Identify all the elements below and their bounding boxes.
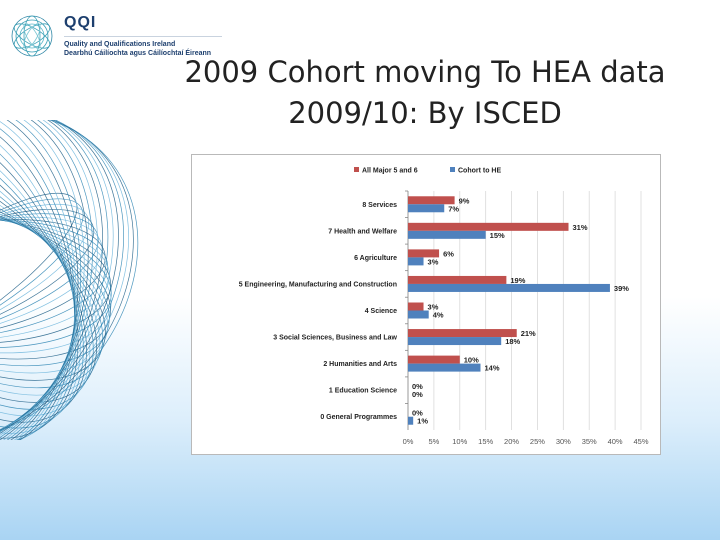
data-label-cohort-he: 3%: [428, 257, 439, 266]
data-label-cohort-he: 4%: [433, 311, 444, 320]
category-label: 6 Agriculture: [354, 255, 397, 262]
data-label-all-major: 10%: [464, 356, 479, 365]
bar-cohort-he: [408, 363, 481, 372]
swirl-line: [0, 120, 75, 440]
bar-cohort-he: [408, 257, 424, 266]
swirl-line: [0, 120, 85, 440]
logo-divider: [64, 36, 222, 37]
swirl-line: [0, 137, 87, 423]
data-label-all-major: 6%: [443, 249, 454, 258]
data-label-cohort-he: 7%: [448, 204, 459, 213]
swirl-line: [0, 120, 98, 440]
swirl-line: [0, 216, 103, 344]
data-label-cohort-he: 39%: [614, 284, 629, 293]
category-label: 2 Humanities and Arts: [323, 361, 397, 368]
swirl-line: [0, 218, 106, 342]
swirl-line: [0, 219, 109, 341]
bar-cohort-he: [408, 204, 445, 213]
data-label-cohort-he: 1%: [417, 417, 428, 426]
bar-all-major: [408, 196, 455, 205]
x-tick-label: 20%: [504, 437, 519, 446]
bar-all-major: [408, 249, 440, 258]
data-label-all-major: 0%: [412, 409, 423, 418]
swirl-line: [0, 120, 114, 440]
data-label-cohort-he: 0%: [412, 390, 423, 399]
data-label-cohort-he: 18%: [505, 337, 520, 346]
swirl-line: [0, 120, 79, 440]
data-label-cohort-he: 15%: [490, 231, 505, 240]
bar-all-major: [408, 329, 517, 338]
swirl-line: [0, 120, 119, 440]
swirl-line: [0, 120, 124, 440]
data-label-all-major: 3%: [428, 303, 439, 312]
data-label-all-major: 31%: [573, 223, 588, 232]
bar-all-major: [408, 302, 424, 311]
logo-name: QQI: [64, 14, 97, 31]
chart-frame: All Major 5 and 6 Cohort to HE 0% 5% 10% 15% 2…: [191, 154, 661, 455]
data-label-all-major: 0%: [412, 382, 423, 391]
x-tick-label: 10%: [452, 437, 467, 446]
bar-cohort-he: [408, 283, 610, 292]
swirl-line: [0, 208, 95, 352]
swirl-line: [0, 120, 134, 440]
legend-label-2: Cohort to HE: [458, 168, 501, 175]
bar-cohort-he: [408, 416, 414, 425]
swirl-line: [0, 120, 129, 440]
swirl-line: [0, 120, 76, 440]
slide-title-line-2: 2009/10: By ISCED: [288, 96, 562, 130]
x-tick-label: 45%: [633, 437, 648, 446]
swirl-line: [0, 120, 82, 440]
x-tick-label: 30%: [556, 437, 571, 446]
logo-wordmark: QQI Quality and Qualifications Ireland D…: [64, 14, 222, 57]
legend-label-1: All Major 5 and 6: [362, 168, 418, 175]
swirl-line: [0, 131, 84, 429]
swirl-line: [0, 120, 89, 440]
bar-all-major: [408, 355, 460, 364]
swirl-line: [0, 198, 84, 362]
swirl-line: [0, 120, 76, 440]
legend-swatch-1: [354, 167, 359, 172]
bar-cohort-he: [408, 310, 429, 319]
data-label-all-major: 21%: [521, 329, 536, 338]
data-label-cohort-he: 14%: [484, 364, 499, 373]
x-tick-label: 15%: [478, 437, 493, 446]
x-tick-label: 0%: [403, 437, 414, 446]
x-tick-label: 35%: [582, 437, 597, 446]
swirl-line: [0, 120, 77, 440]
bar-chart: All Major 5 and 6 Cohort to HE 0% 5% 10% 15% 2…: [239, 167, 649, 446]
swirl-line: [0, 203, 90, 357]
bar-cohort-he: [408, 337, 502, 346]
data-label-all-major: 19%: [510, 276, 525, 285]
swirl-line: [0, 120, 109, 440]
category-label: 8 Services: [362, 202, 397, 209]
category-label: 7 Health and Welfare: [328, 228, 397, 235]
decorative-swirl: [0, 120, 139, 440]
swirl-line: [0, 211, 112, 349]
swirl-line: [0, 216, 112, 344]
category-label: 5 Engineering, Manufacturing and Constru…: [239, 281, 397, 288]
x-tick-label: 5%: [428, 437, 439, 446]
swirl-line: [0, 192, 78, 368]
swirl-line: [0, 120, 94, 440]
data-label-all-major: 9%: [459, 196, 470, 205]
logo-subtitle-en: Quality and Qualifications Ireland: [64, 41, 176, 48]
swirl-line: [0, 120, 139, 440]
category-label: 3 Social Sciences, Business and Law: [273, 335, 397, 342]
bar-cohort-he: [408, 230, 486, 239]
x-tick-label: 40%: [608, 437, 623, 446]
category-label: 0 General Programmes: [320, 414, 397, 421]
slide-title-line-1: 2009 Cohort moving To HEA data: [184, 55, 666, 89]
category-label: 1 Education Science: [329, 388, 397, 395]
x-tick-label: 25%: [530, 437, 545, 446]
logo-subtitle-ga: Dearbhú Cáilíochta agus Cáilíochtaí Éire…: [64, 50, 212, 57]
bar-all-major: [408, 222, 569, 231]
qqi-logo-mark: [11, 15, 53, 57]
slide-title: 2009 Cohort moving To HEA data 2009/10: …: [170, 52, 680, 134]
bar-all-major: [408, 275, 507, 284]
swirl-line: [0, 120, 104, 440]
category-label: 4 Science: [365, 308, 397, 315]
legend-swatch-2: [450, 167, 455, 172]
